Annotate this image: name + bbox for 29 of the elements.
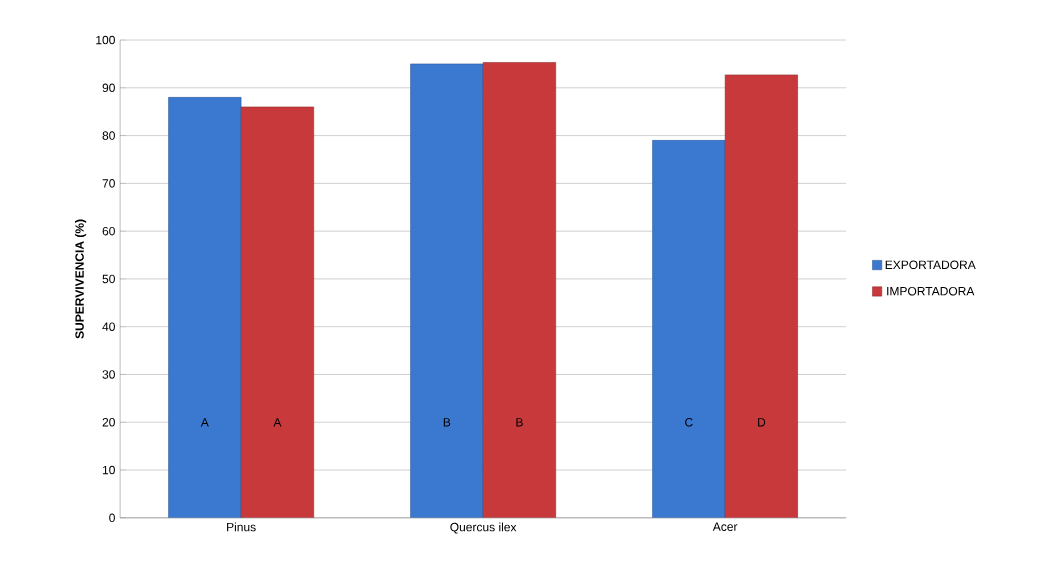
bar (240, 106, 314, 518)
annotation: B (443, 418, 451, 427)
y-tick-label: 50 (102, 274, 115, 284)
annotation: A (200, 418, 209, 427)
y-tick-label: 40 (102, 322, 115, 331)
x-tick-label: Acer (712, 522, 738, 531)
x-tick-label: Quercus ilex (450, 522, 517, 534)
y-tick-label: 80 (102, 131, 115, 140)
y-tick-label: 30 (102, 370, 115, 379)
y-tick-label: 100 (96, 35, 115, 45)
legend-label: EXPORTADORA (885, 260, 976, 269)
annotation: D (758, 418, 766, 427)
y-tick-label: 0 (109, 513, 115, 522)
y-tick-label: 90 (102, 83, 115, 92)
bar (482, 62, 557, 518)
y-axis-title: SUPERVIVENCIA (%) (75, 219, 87, 339)
y-tick-label: 10 (102, 465, 115, 475)
bar (724, 74, 799, 518)
bar (168, 97, 242, 518)
x-tick-label: Pinus (227, 522, 256, 532)
y-tick-label: 20 (102, 417, 115, 427)
annotation: A (273, 418, 282, 427)
y-tick-label: 70 (102, 179, 115, 188)
annotation: B (516, 418, 523, 427)
annotation: C (685, 417, 693, 427)
y-tick-label: 60 (102, 226, 115, 236)
bar (652, 140, 726, 518)
legend-label: IMPORTADORA (887, 286, 975, 296)
bar (410, 63, 484, 518)
